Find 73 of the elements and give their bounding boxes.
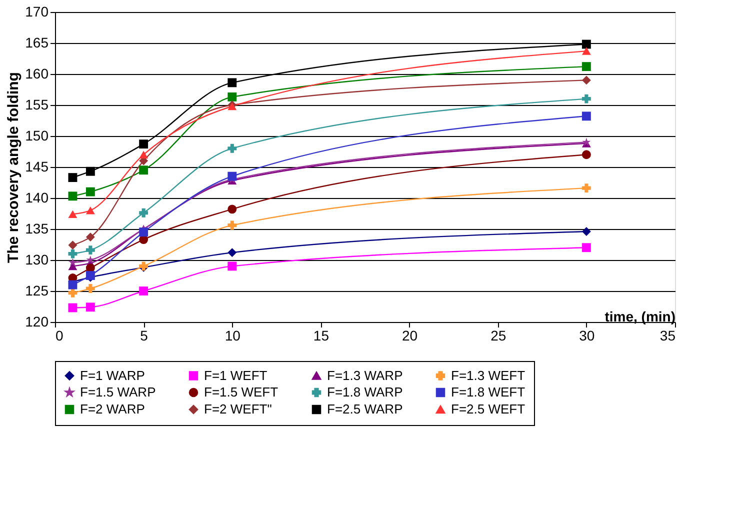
point (582, 227, 591, 236)
point (86, 206, 95, 214)
y-tick-label: 130 (25, 252, 49, 268)
point (68, 249, 78, 258)
legend-label: F=1.3 WEFT (451, 368, 526, 383)
x-tick-label: 20 (402, 328, 418, 344)
y-tick-label: 145 (25, 158, 49, 174)
x-tick-label: 15 (313, 328, 330, 344)
legend-label: F=2 WEFT" (204, 402, 272, 416)
legend-label: F=2.5 WARP (327, 402, 403, 416)
legend-label: F=2 WARP (80, 402, 145, 416)
point (228, 248, 237, 258)
point (86, 232, 95, 242)
point (68, 210, 78, 218)
y-tick-label: 150 (25, 128, 49, 144)
point (139, 166, 148, 175)
y-axis-title: The recovery angle folding (5, 72, 22, 263)
point (68, 288, 78, 298)
point (68, 192, 78, 201)
y-tick-label: 120 (25, 314, 49, 330)
point (68, 173, 78, 182)
x-tick-label: 10 (224, 328, 241, 344)
point (139, 208, 148, 218)
point (68, 258, 77, 266)
point (582, 94, 591, 104)
x-tick-label: 5 (140, 328, 148, 344)
legend-label: F=1 WARP (80, 368, 145, 383)
point (228, 78, 237, 88)
x-tick-label: 30 (579, 328, 595, 344)
point (228, 204, 237, 214)
point (86, 284, 95, 293)
point (68, 280, 78, 290)
y-tick-label: 135 (25, 220, 49, 236)
legend-label: F=1 WEFT (204, 368, 268, 383)
point (228, 220, 237, 230)
point (86, 187, 95, 196)
point (139, 150, 148, 158)
point (139, 228, 148, 237)
legend-label: F=1.5 WARP (80, 384, 156, 400)
point (582, 150, 591, 160)
point (582, 47, 591, 55)
y-tick-label: 125 (25, 282, 49, 298)
point (582, 112, 591, 121)
x-axis-title: time, (min) (604, 308, 676, 324)
legend-label: F=1.5 WEFT (204, 384, 278, 400)
point (86, 166, 95, 176)
y-tick-label: 155 (25, 96, 49, 112)
point (582, 76, 591, 85)
point (86, 246, 95, 255)
y-tick-label: 140 (25, 190, 49, 206)
x-tick-label: 35 (660, 328, 676, 344)
point (86, 302, 95, 312)
legend-label: F=2.5 WEFT (451, 402, 526, 416)
y-tick-label: 165 (25, 34, 49, 50)
point (68, 240, 78, 250)
legend-label: F=1.8 WEFT (451, 384, 526, 400)
x-tick-label: 0 (56, 328, 64, 344)
point (228, 144, 237, 153)
point (139, 286, 148, 296)
point (582, 62, 591, 72)
y-tick-label: 170 (25, 4, 49, 20)
point (139, 140, 148, 149)
x-tick-label: 25 (490, 328, 506, 344)
point (582, 243, 591, 252)
y-tick-label: 160 (25, 66, 49, 82)
point (228, 92, 237, 102)
point (582, 40, 591, 49)
legend-label: F=1.8 WARP (327, 384, 403, 400)
point (228, 172, 237, 181)
point (228, 262, 237, 271)
legend-label: F=1.3 WARP (327, 368, 403, 383)
point (68, 303, 78, 312)
point (582, 184, 591, 193)
